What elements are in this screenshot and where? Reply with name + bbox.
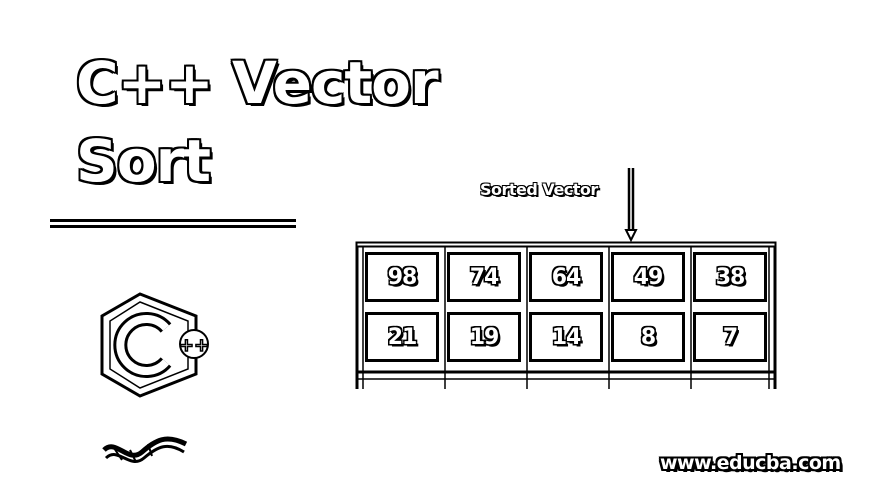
vector-cell: 38 — [693, 252, 767, 302]
vector-cell: 14 — [529, 312, 603, 362]
sorted-vector-caption: Sorted Vector — [480, 180, 598, 199]
arrow-down-icon — [624, 168, 638, 243]
swoosh-icon — [102, 436, 188, 463]
vector-cell: 21 — [365, 312, 439, 362]
title-line-2: Sort — [76, 127, 211, 195]
site-url: www.educba.com — [660, 452, 841, 474]
title-underline — [50, 219, 296, 228]
sorted-vector-grid: 98 74 64 49 38 21 19 14 8 7 — [355, 241, 777, 389]
cpp-logo-badge: ++ — [179, 335, 209, 356]
vector-cell: 49 — [611, 252, 685, 302]
cpp-logo-icon: ++ — [100, 292, 210, 398]
vector-cell: 19 — [447, 312, 521, 362]
vector-cell: 98 — [365, 252, 439, 302]
vector-frame — [355, 241, 777, 389]
page-title: C++ Vector Sort — [76, 44, 439, 200]
vector-cell: 74 — [447, 252, 521, 302]
vector-cell: 7 — [693, 312, 767, 362]
vector-cell: 8 — [611, 312, 685, 362]
title-line-1: C++ Vector — [76, 49, 439, 117]
vector-cell: 64 — [529, 252, 603, 302]
